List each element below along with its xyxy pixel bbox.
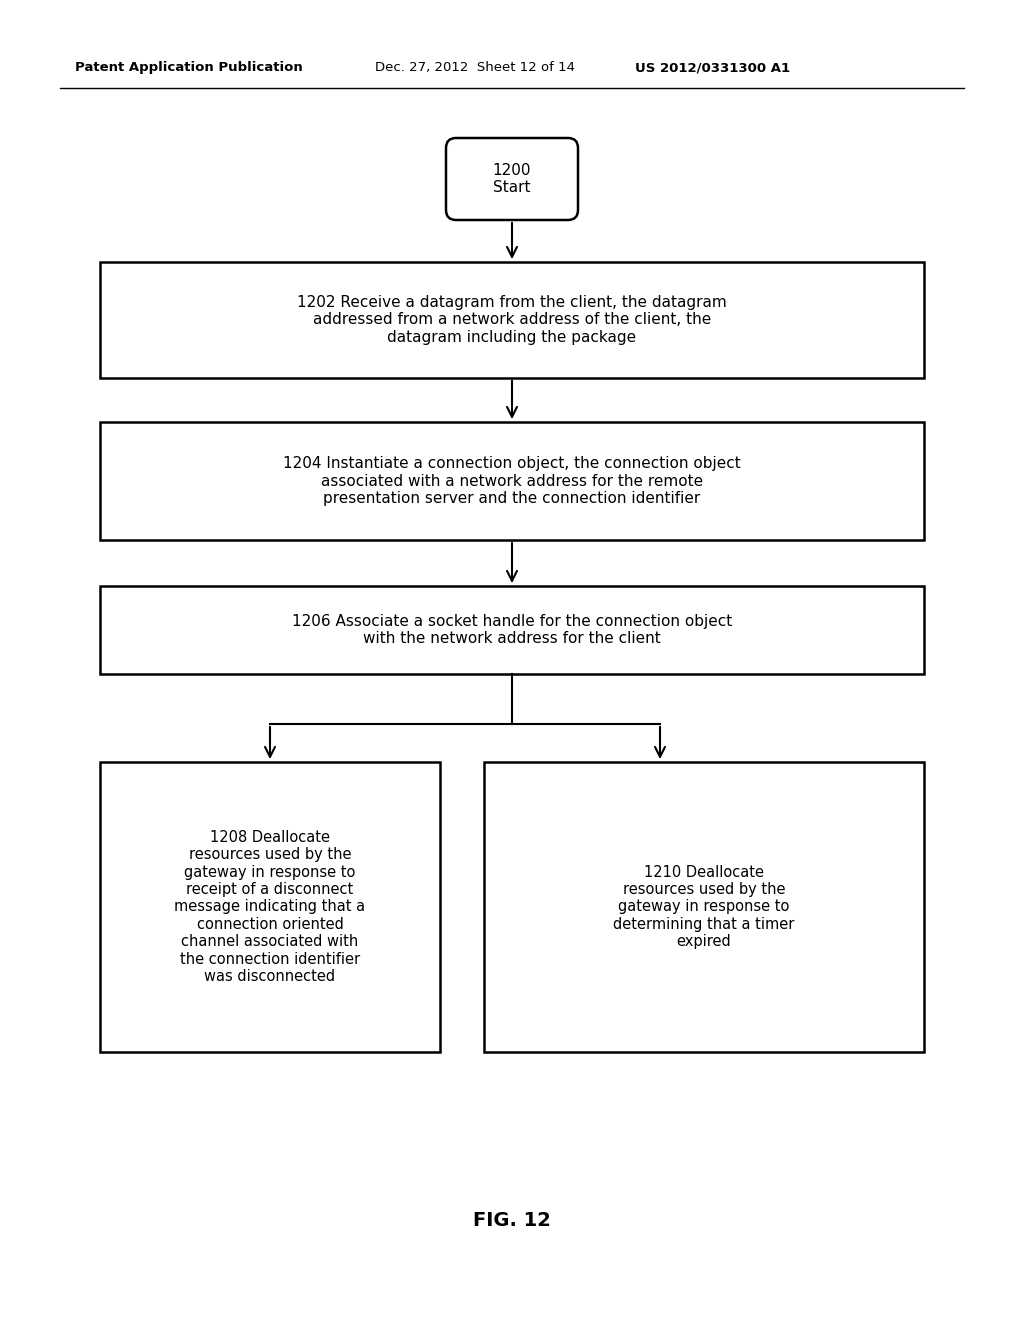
Text: Patent Application Publication: Patent Application Publication (75, 62, 303, 74)
Text: 1202 Receive a datagram from the client, the datagram
addressed from a network a: 1202 Receive a datagram from the client,… (297, 296, 727, 345)
Bar (100, 586, 924, 675)
Text: 1204 Instantiate a connection object, the connection object
associated with a ne: 1204 Instantiate a connection object, th… (283, 457, 741, 506)
Bar (100, 762, 440, 1052)
Bar (100, 422, 924, 540)
Text: 1210 Deallocate
resources used by the
gateway in response to
determining that a : 1210 Deallocate resources used by the ga… (613, 865, 795, 949)
Text: 1208 Deallocate
resources used by the
gateway in response to
receipt of a discon: 1208 Deallocate resources used by the ga… (174, 830, 366, 985)
Bar (100, 261, 924, 378)
Bar (484, 762, 924, 1052)
Text: Dec. 27, 2012  Sheet 12 of 14: Dec. 27, 2012 Sheet 12 of 14 (375, 62, 575, 74)
FancyBboxPatch shape (446, 139, 578, 220)
Text: 1206 Associate a socket handle for the connection object
with the network addres: 1206 Associate a socket handle for the c… (292, 614, 732, 647)
Text: US 2012/0331300 A1: US 2012/0331300 A1 (635, 62, 791, 74)
Text: 1200
Start: 1200 Start (493, 162, 531, 195)
Text: FIG. 12: FIG. 12 (473, 1210, 551, 1229)
